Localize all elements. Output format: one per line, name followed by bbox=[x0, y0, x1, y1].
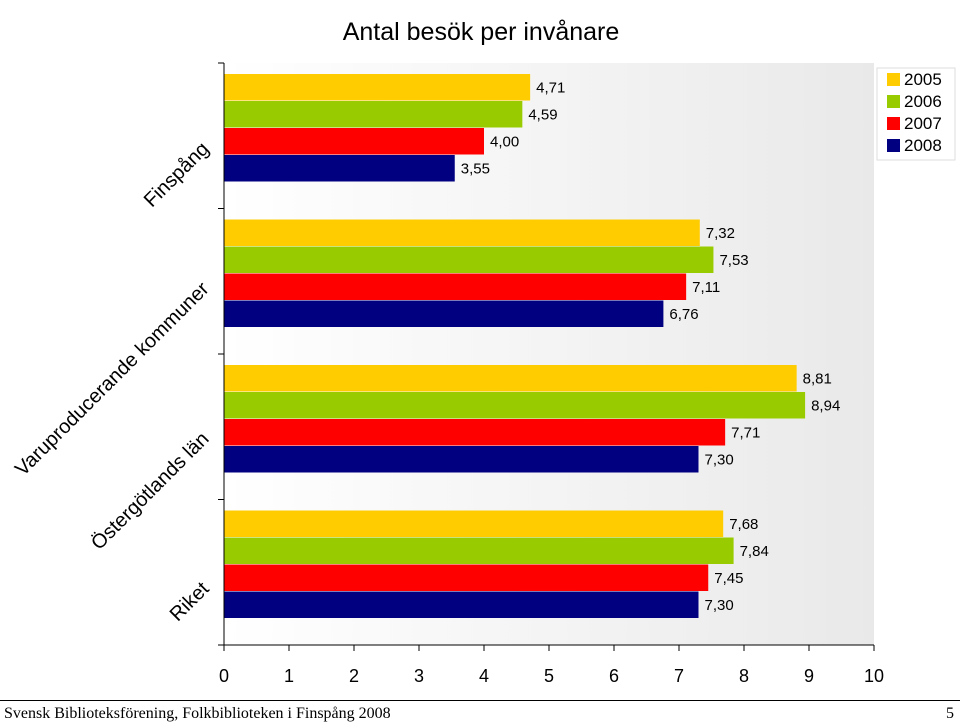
data-label-finspang-2008: 3,55 bbox=[461, 160, 490, 177]
category-label-ostergotlands-lan: Östergötlands län bbox=[87, 428, 213, 554]
data-label-ostergotlands-lan-2007: 7,71 bbox=[731, 424, 760, 441]
legend-label-2008: 2008 bbox=[904, 136, 942, 155]
x-tick-label-10: 10 bbox=[864, 666, 884, 686]
bar-varuproducerande-kommuner-2006 bbox=[224, 246, 714, 273]
legend: 2005 2006 2007 2008 bbox=[876, 67, 956, 161]
x-tick-label-7: 7 bbox=[674, 666, 684, 686]
axes-group: 0 1 2 3 4 5 6 7 8 9 10 bbox=[218, 62, 884, 686]
data-label-riket-2006: 7,84 bbox=[740, 543, 769, 560]
x-tick-label-0: 0 bbox=[219, 666, 229, 686]
x-tick-label-1: 1 bbox=[284, 666, 294, 686]
legend-label-2005: 2005 bbox=[904, 70, 942, 89]
category-label-finspang: Finspång bbox=[140, 138, 214, 212]
data-label-ostergotlands-lan-2005: 8,81 bbox=[803, 370, 832, 387]
data-label-riket-2007: 7,45 bbox=[714, 570, 743, 587]
legend-label-2007: 2007 bbox=[904, 114, 942, 133]
bar-varuproducerande-kommuner-2007 bbox=[224, 273, 687, 300]
x-tick-label-3: 3 bbox=[414, 666, 424, 686]
bar-finspang-2008 bbox=[224, 155, 455, 182]
bar-chart: Antal besök per invånare 4,71 4,59 4,003,5… bbox=[11, 18, 956, 686]
bar-riket-2008 bbox=[224, 591, 699, 618]
x-tick-label-6: 6 bbox=[609, 666, 619, 686]
bar-varuproducerande-kommuner-2005 bbox=[224, 219, 700, 246]
data-label-varuproducerande-kommuner-2007: 7,11 bbox=[692, 279, 720, 296]
bar-riket-2005 bbox=[224, 510, 724, 537]
legend-swatch-2007 bbox=[887, 117, 900, 130]
data-label-finspang-2007: 4,00 bbox=[490, 133, 519, 150]
page-number: 5 bbox=[946, 705, 954, 722]
data-label-ostergotlands-lan-2006: 8,94 bbox=[811, 397, 840, 414]
bar-ostergotlands-lan-2008 bbox=[224, 446, 699, 473]
bar-riket-2006 bbox=[224, 537, 734, 564]
legend-swatch-2006 bbox=[887, 95, 900, 108]
chart-title: Antal besök per invånare bbox=[343, 18, 620, 46]
x-tick-label-5: 5 bbox=[544, 666, 554, 686]
data-label-finspang-2005: 4,71 bbox=[536, 79, 565, 96]
value-labels-group: 4,71 4,59 4,003,55 7,32 7,53 7,11 6,76 8,81 8,94… bbox=[461, 79, 841, 614]
x-tick-label-9: 9 bbox=[804, 666, 814, 686]
bar-ostergotlands-lan-2006 bbox=[224, 392, 806, 419]
data-label-varuproducerande-kommuner-2006: 7,53 bbox=[719, 252, 748, 269]
bar-riket-2007 bbox=[224, 564, 709, 591]
x-tick-label-8: 8 bbox=[739, 666, 749, 686]
legend-label-2006: 2006 bbox=[904, 92, 942, 111]
data-label-varuproducerande-kommuner-2008: 6,76 bbox=[669, 306, 698, 323]
legend-swatch-2008 bbox=[887, 139, 900, 152]
bars-group bbox=[224, 74, 806, 618]
data-label-ostergotlands-lan-2008: 7,30 bbox=[705, 451, 734, 468]
bar-varuproducerande-kommuner-2008 bbox=[224, 300, 664, 327]
legend-swatch-2005 bbox=[887, 73, 900, 86]
slide-footer: Svensk Biblioteksförening, Folkbibliotek… bbox=[0, 700, 960, 726]
bar-finspang-2007 bbox=[224, 128, 484, 155]
data-label-finspang-2006: 4,59 bbox=[528, 106, 557, 123]
x-tick-label-4: 4 bbox=[479, 666, 489, 686]
category-label-riket: Riket bbox=[166, 578, 214, 626]
x-tick-label-2: 2 bbox=[349, 666, 359, 686]
data-label-riket-2008: 7,30 bbox=[705, 597, 734, 614]
data-label-riket-2005: 7,68 bbox=[729, 516, 758, 533]
bar-finspang-2006 bbox=[224, 101, 523, 128]
footer-source: Svensk Biblioteksförening, Folkbibliotek… bbox=[4, 705, 391, 722]
bar-finspang-2005 bbox=[224, 74, 531, 101]
data-label-varuproducerande-kommuner-2005: 7,32 bbox=[706, 225, 735, 242]
bar-ostergotlands-lan-2005 bbox=[224, 365, 797, 392]
bar-ostergotlands-lan-2007 bbox=[224, 419, 726, 446]
